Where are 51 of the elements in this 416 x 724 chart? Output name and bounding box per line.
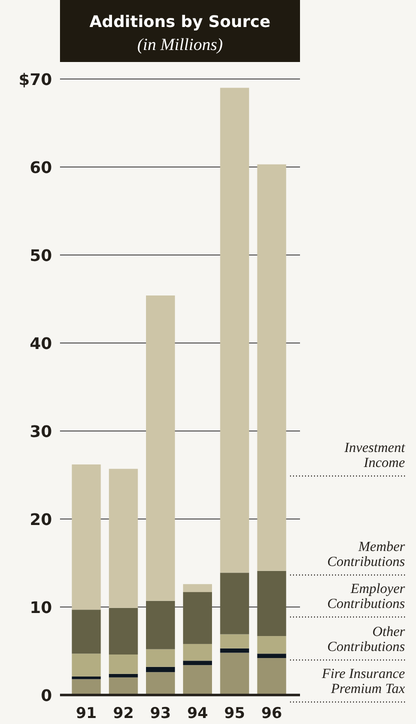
y-tick-label: 20 [30, 510, 52, 529]
y-tick-label: $70 [18, 70, 52, 89]
bar [146, 672, 175, 695]
x-tick-label: 94 [187, 704, 208, 722]
chart-title: Additions by Source [90, 12, 271, 31]
bar [108, 608, 138, 655]
bar [72, 464, 101, 610]
bar [146, 649, 175, 667]
bar [183, 644, 212, 661]
bar [72, 679, 101, 695]
bar [183, 665, 212, 695]
bar [108, 674, 138, 678]
text: Employer Contributions [327, 582, 406, 612]
x-tick-label: 93 [150, 704, 171, 722]
bar [220, 652, 250, 695]
x-tick-label: 91 [76, 704, 97, 722]
bar [220, 634, 250, 648]
y-tick-label: 10 [30, 598, 52, 617]
bar [72, 610, 101, 654]
bar [146, 666, 175, 672]
text: Investment Income [343, 441, 406, 471]
bar [220, 572, 250, 634]
bar [72, 654, 101, 677]
text: Member Contributions [327, 540, 406, 570]
bar [183, 660, 212, 666]
x-tick-label: 95 [224, 704, 246, 722]
bar [146, 600, 175, 650]
x-tick-label: 96 [261, 704, 282, 722]
text: Other Contributions [327, 625, 406, 655]
bar [108, 468, 138, 608]
bar [220, 88, 250, 573]
bar [257, 570, 286, 636]
bar [257, 658, 286, 695]
bar [108, 654, 138, 674]
y-tick-label: 30 [30, 422, 52, 441]
bar [146, 295, 175, 601]
bar [183, 584, 212, 592]
y-tick-label: 60 [30, 158, 52, 177]
y-tick-label: 40 [30, 334, 52, 353]
bar [72, 676, 101, 680]
text: Fire Insurance Premium Tax [320, 667, 406, 697]
bar [257, 654, 286, 658]
y-tick-label: 0 [40, 686, 52, 705]
bar [257, 164, 286, 571]
y-tick-label: 50 [30, 246, 52, 265]
bar [257, 636, 286, 654]
chart-subtitle: (in Millions) [137, 35, 224, 54]
bar [220, 648, 250, 653]
bar [183, 592, 212, 644]
bar [108, 677, 138, 695]
x-tick-label: 92 [112, 704, 134, 722]
